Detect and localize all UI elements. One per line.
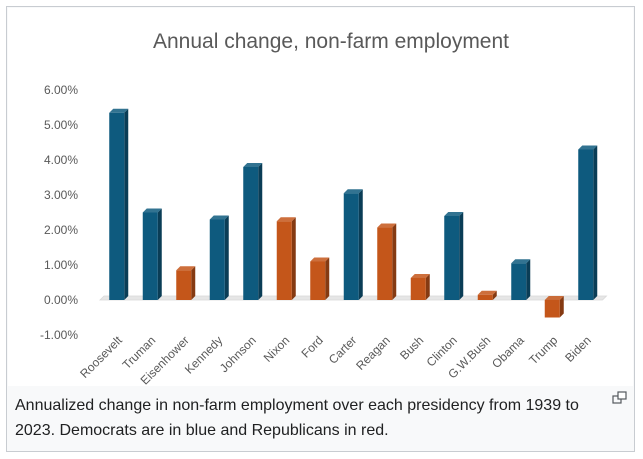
x-tick-label: Kennedy [182, 333, 225, 376]
figure-caption: Annualized change in non-farm employment… [15, 397, 579, 439]
bar-reagan [377, 223, 397, 300]
bar-chart: Annual change, non-farm employment -1.00… [40, 30, 608, 388]
x-tick-label: Obama [489, 333, 527, 371]
chart-title: Annual change, non-farm employment [153, 30, 509, 53]
bar-biden [578, 145, 598, 300]
bar-top [176, 266, 196, 271]
bar-top [243, 163, 263, 167]
bar-front [444, 216, 460, 300]
bar-front [243, 167, 259, 300]
bar-top [410, 273, 430, 278]
bar-top [142, 208, 162, 213]
bar-front [276, 221, 292, 300]
x-tick-label: Nixon [261, 333, 293, 365]
bar-bush [410, 273, 430, 300]
x-tick-label: Johnson [217, 333, 259, 375]
bar-front [544, 300, 560, 318]
bar-front [343, 193, 359, 300]
bar-clinton [444, 212, 464, 300]
bar-front [310, 261, 326, 300]
bar-side [526, 259, 531, 300]
bar-front [410, 277, 426, 300]
bar-side [291, 217, 296, 300]
bar-top [209, 215, 229, 220]
bar-side [258, 163, 263, 300]
bar-top [109, 108, 129, 113]
bar-roosevelt [109, 108, 129, 300]
bar-side [325, 257, 330, 300]
bar-top [578, 145, 598, 150]
bar-side [157, 208, 162, 300]
bar-side [593, 145, 598, 300]
bar-top [477, 290, 497, 295]
bar-obama [511, 259, 531, 300]
bar-gwbush [477, 290, 497, 300]
bar-truman [142, 208, 162, 300]
x-tick-label: Trump [526, 333, 560, 367]
bar-top [377, 223, 397, 228]
bar-side [358, 189, 363, 300]
x-tick-label: Bush [397, 333, 426, 362]
bar-side [425, 273, 430, 300]
y-tick-label: 1.00% [44, 258, 78, 272]
bar-kennedy [209, 215, 229, 300]
bar-top [310, 257, 330, 262]
bar-side [559, 296, 564, 318]
y-tick-label: -1.00% [40, 328, 78, 342]
bar-top [276, 217, 296, 222]
enlarge-icon[interactable] [612, 391, 628, 405]
bar-front [109, 112, 125, 300]
bar-carter [343, 189, 363, 300]
bar-ford [310, 257, 330, 300]
y-tick-label: 4.00% [44, 153, 78, 167]
bar-top [444, 212, 464, 216]
y-tick-label: 6.00% [44, 83, 78, 97]
figure-frame: Annual change, non-farm employment -1.00… [6, 6, 635, 452]
bar-top [343, 189, 363, 194]
bar-side [392, 223, 397, 300]
x-tick-label: Roosevelt [77, 333, 125, 381]
bar-front [209, 219, 225, 300]
y-tick-label: 0.00% [44, 293, 78, 307]
bar-side [492, 290, 497, 300]
bar-front [142, 212, 158, 300]
bar-trump [544, 296, 564, 318]
bar-side [124, 108, 129, 300]
x-tick-label: Reagan [353, 333, 393, 373]
bar-front [477, 294, 493, 300]
bar-side [224, 215, 229, 300]
bar-front [377, 227, 393, 300]
bars [109, 108, 598, 318]
chart-container: Annual change, non-farm employment -1.00… [8, 8, 633, 388]
y-tick-label: 2.00% [44, 223, 78, 237]
bar-top [511, 259, 531, 264]
bar-front [578, 149, 594, 300]
bar-eisenhower [176, 266, 196, 300]
bar-nixon [276, 217, 296, 300]
bar-side [191, 266, 196, 300]
bar-top [544, 296, 564, 300]
bar-side [459, 212, 464, 300]
x-tick-label: Ford [299, 333, 326, 360]
bar-front [176, 270, 192, 300]
bar-johnson [243, 163, 263, 300]
x-tick-label: Biden [562, 333, 594, 365]
y-tick-label: 3.00% [44, 188, 78, 202]
bar-front [511, 263, 527, 300]
y-tick-label: 5.00% [44, 118, 78, 132]
